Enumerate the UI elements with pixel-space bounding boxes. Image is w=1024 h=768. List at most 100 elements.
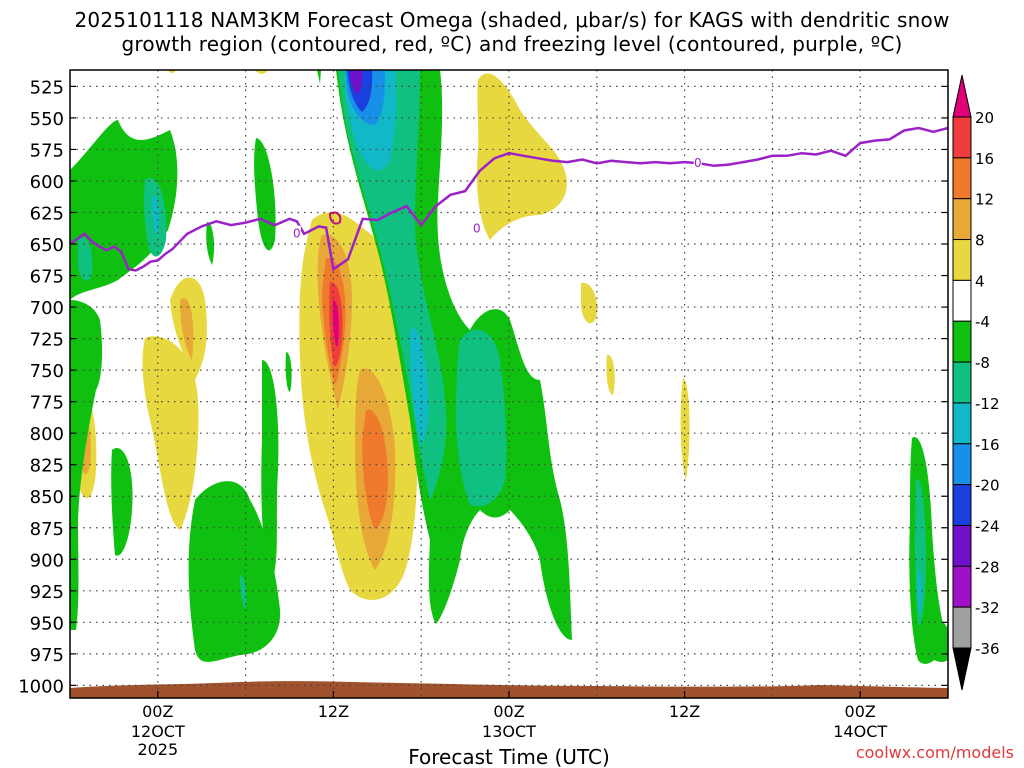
- y-tick-label: 875: [30, 519, 64, 540]
- y-tick-label: 725: [30, 330, 64, 351]
- freezing-level-label: 0: [293, 227, 301, 241]
- colorbar-tick-label: 16: [975, 150, 994, 168]
- colorbar-swatch: [952, 116, 972, 159]
- colorbar-tick-label: -20: [975, 477, 1000, 495]
- chart-title-line-2: growth region (contoured, red, ºC) and f…: [121, 32, 903, 56]
- y-tick-label: 975: [30, 645, 64, 666]
- colorbar-swatch: [952, 279, 972, 322]
- omega-shading: [70, 70, 948, 664]
- x-tick-date-label: 14OCT: [833, 722, 887, 741]
- omega-area-cyan-left: [152, 195, 160, 235]
- colorbar-swatch: [952, 361, 972, 404]
- colorbar-tick-label: 4: [975, 272, 985, 290]
- chart-title: 2025101118 NAM3KM Forecast Omega (shaded…: [0, 8, 1024, 56]
- y-tick-label: 800: [30, 424, 64, 445]
- omega-area-orange-left2: [180, 298, 194, 360]
- freezing-level-label: 0: [473, 222, 481, 236]
- y-tick-label: 675: [30, 267, 64, 288]
- y-tick-label: 700: [30, 298, 64, 319]
- colorbar-tick-label: 12: [975, 191, 994, 209]
- freezing-level-label-bg: [472, 220, 481, 234]
- omega-area-green-small: [285, 352, 292, 392]
- colorbar-tick-label: -36: [975, 640, 1000, 658]
- freezing-level-labels: 0 0 0: [292, 155, 702, 241]
- credit-text: coolwx.com/models: [855, 743, 1014, 762]
- omega-area-cyan-mid: [410, 328, 429, 445]
- y-tick-label: 925: [30, 582, 64, 603]
- y-tick-label: 900: [30, 550, 64, 571]
- colorbar-swatch: [952, 565, 972, 608]
- x-tick-label: 00Z: [493, 702, 524, 721]
- y-tick-label: 1000: [18, 676, 64, 697]
- x-tick-date-label: 12OCT: [131, 722, 185, 741]
- colorbar-tick-label: -8: [975, 354, 990, 372]
- colorbar-tick-label: 20: [975, 109, 994, 127]
- omega-area-green-small-2: [206, 222, 215, 265]
- omega-area-darkorange-center-low: [362, 409, 388, 529]
- dendritic-growth-contour: [328, 211, 342, 225]
- omega-area-yellow-left: [142, 336, 199, 530]
- y-tick-label: 650: [30, 235, 64, 256]
- freezing-level-label-bg: [292, 225, 301, 239]
- colorbar-swatch: [952, 402, 972, 445]
- y-tick-label: 825: [30, 456, 64, 477]
- colorbar-swatch: [952, 606, 972, 649]
- chart-title-line-1: 2025101118 NAM3KM Forecast Omega (shaded…: [74, 8, 950, 32]
- y-tick-label: 750: [30, 361, 64, 382]
- colorbar-tick-label: -16: [975, 436, 1000, 454]
- omega-area-teal-farleft: [78, 236, 93, 281]
- omega-area-magenta-center: [333, 300, 339, 347]
- omega-area-yellow-small-1: [581, 282, 598, 324]
- freezing-level-line: [69, 126, 949, 272]
- colorbar-swatch: [952, 198, 972, 241]
- colorbar-tick-label: 8: [975, 232, 985, 250]
- x-tick-label: 12Z: [318, 702, 349, 721]
- omega-area-green-right-edge: [925, 618, 948, 662]
- y-tick-label: 950: [30, 613, 64, 634]
- omega-area-green-small-3: [532, 379, 544, 450]
- colorbar-tick-label: -12: [975, 395, 1000, 413]
- freezing-level-label: 0: [694, 156, 702, 170]
- omega-area-green-lower-left: [188, 481, 281, 662]
- colorbar-tick-label: -32: [975, 599, 1000, 617]
- y-tick-label: 775: [30, 393, 64, 414]
- x-tick-label: 12Z: [669, 702, 700, 721]
- omega-area-cyan-right-strip: [917, 570, 922, 615]
- colorbar-bottom-arrow: [952, 647, 972, 691]
- colorbar-tick-label: -28: [975, 558, 1000, 576]
- x-axis-label: Forecast Time (UTC): [408, 745, 610, 768]
- colorbar: 20 16 12 8 4 -4 -8 -12 -16 -20 -24 -28 -32 -36: [952, 74, 1000, 691]
- colorbar-top-arrow: [952, 74, 972, 118]
- y-tick-label: 550: [30, 109, 64, 130]
- y-tick-label: 525: [30, 77, 64, 98]
- colorbar-swatch: [952, 484, 972, 526]
- colorbar-tick-label: -24: [975, 517, 1000, 535]
- omega-area-teal-lower-center: [455, 329, 507, 507]
- terrain-surface: [70, 681, 948, 698]
- y-tick-label: 850: [30, 487, 64, 508]
- x-tick-label: 00Z: [845, 702, 876, 721]
- x-tick-label: 00Z: [142, 702, 173, 721]
- omega-area-yellow-small-2: [606, 354, 615, 395]
- omega-area-teal-small-5: [240, 575, 247, 610]
- omega-area-green-mid-strip: [261, 360, 279, 580]
- y-tick-label: 575: [30, 140, 64, 161]
- colorbar-swatch: [952, 524, 972, 567]
- colorbar-swatch: [952, 443, 972, 486]
- colorbar-swatch: [952, 320, 972, 363]
- y-tick-label: 625: [30, 203, 64, 224]
- y-tick-label: 600: [30, 172, 64, 193]
- omega-area-yellow-tiny-top: [255, 70, 268, 74]
- omega-area-purple-central: [350, 70, 363, 95]
- x-tick-year-label: 2025: [137, 740, 178, 759]
- grid-lines: [70, 70, 948, 698]
- y-axis: 525 550 575 600 625 650 675 700 725 750 775 800 825 8…: [18, 77, 948, 697]
- omega-area-green-tiny-top: [317, 70, 321, 84]
- omega-area-green-left-low: [70, 300, 103, 630]
- colorbar-swatch: [952, 239, 972, 281]
- colorbar-swatch: [952, 157, 972, 200]
- omega-area-green-left-mid: [111, 448, 133, 556]
- x-tick-date-label: 13OCT: [482, 722, 536, 741]
